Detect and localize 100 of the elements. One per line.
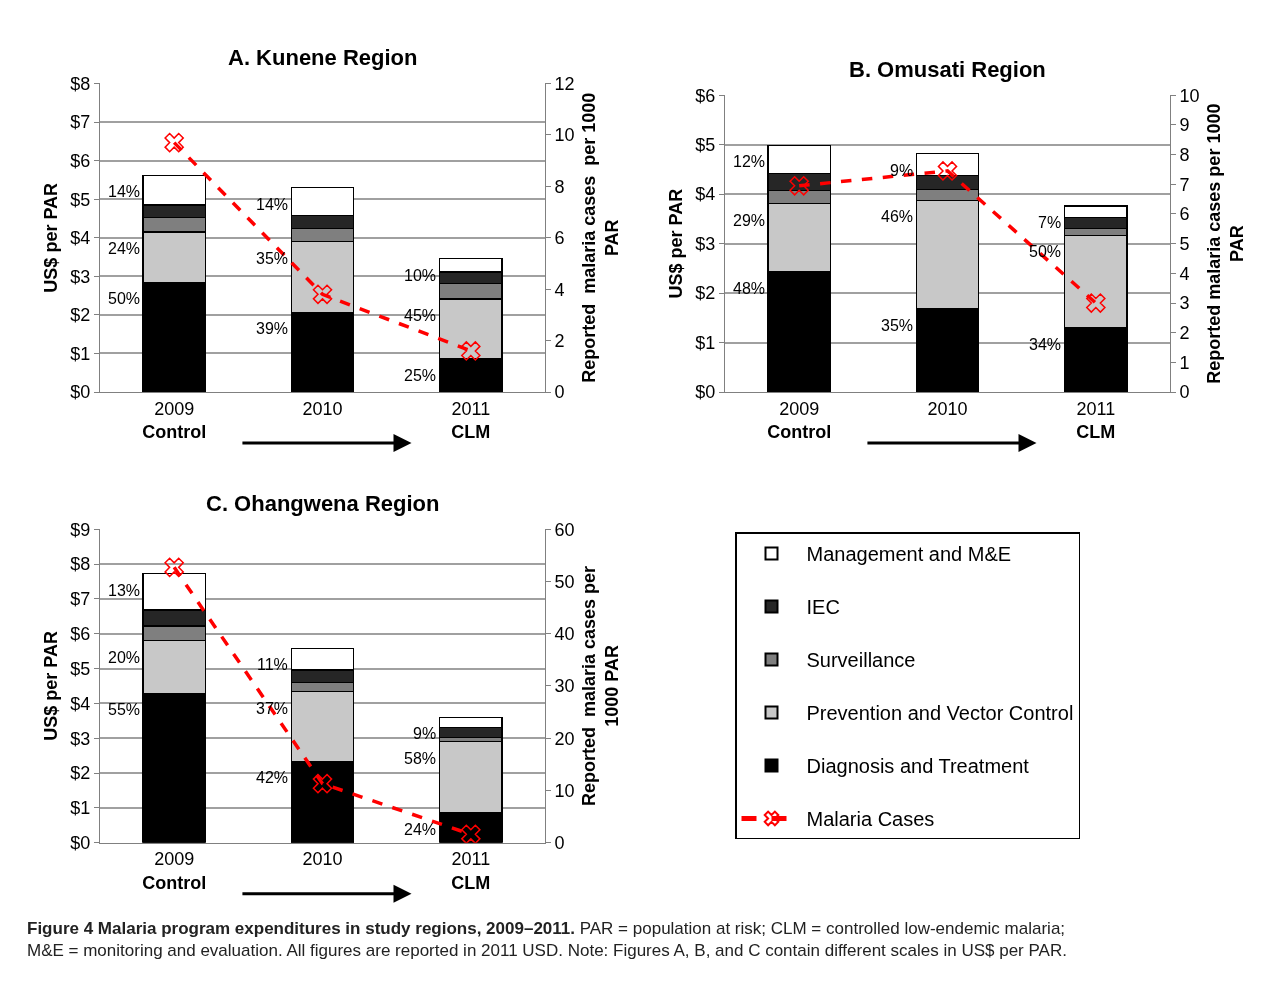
annotation: 45%	[404, 307, 437, 324]
y-axis-title: US$ per PAR	[40, 182, 61, 293]
y2-tick-label: 0	[1179, 382, 1190, 403]
x-tick-label: 2009 Control	[142, 398, 207, 443]
annotation: 14%	[256, 196, 289, 213]
annotation: 14%	[108, 183, 141, 200]
y-tick-label: $6	[70, 150, 91, 171]
annotation: 58%	[404, 750, 437, 767]
annotation: 42%	[256, 769, 289, 786]
legend-label: Malaria Cases	[806, 808, 935, 831]
annotation: 13%	[108, 582, 141, 599]
y-tick-label: $2	[695, 283, 716, 304]
y2-tick-label: 7	[1179, 174, 1190, 195]
x-tick-label: 2011 CLM	[1076, 398, 1116, 443]
y2-tick-label: 10	[1179, 85, 1200, 106]
y2-tick-label: 10	[554, 125, 575, 146]
y2-tick-label: 0	[554, 832, 565, 853]
y2-tick-label: 9	[1179, 115, 1190, 136]
y-axis-title: US$ per PAR	[665, 188, 686, 299]
point	[312, 284, 333, 305]
y2-tick-label: 5	[1179, 233, 1190, 254]
y-tick-label: $3	[70, 266, 91, 287]
y-tick-label: $1	[70, 343, 91, 364]
annotation: 35%	[881, 317, 914, 334]
point	[164, 557, 184, 578]
annotation: 46%	[881, 208, 914, 225]
y-tick-label: $4	[695, 184, 716, 205]
y2-tick-label: 2	[554, 330, 565, 351]
y-tick-label: $7	[70, 589, 91, 610]
y2-axis-title: Reported malaria cases per 1000 PAR	[578, 92, 623, 383]
y2-tick-label: 2	[1179, 322, 1190, 343]
y-tick-label: $6	[70, 624, 91, 644]
y2-tick-label: 10	[554, 780, 575, 801]
annotation: 9%	[890, 162, 914, 179]
annotation: 10%	[404, 267, 437, 284]
x-tick-label: 2009 Control	[142, 849, 207, 893]
y-tick-label: $5	[695, 135, 716, 155]
x-tick-label: 2009 Control	[767, 398, 832, 443]
annotation: 7%	[1038, 214, 1062, 231]
point	[1086, 293, 1106, 313]
chart-title: C. Ohangwena Region	[206, 491, 440, 516]
annotation: 39%	[256, 320, 289, 337]
annotation: 24%	[404, 821, 437, 838]
y-tick-label: $3	[70, 728, 91, 749]
x-tick-label: 2011 CLM	[451, 849, 491, 893]
annotation: 20%	[108, 649, 141, 666]
y-tick-label: $1	[695, 332, 716, 353]
y2-tick-label: 30	[554, 676, 575, 697]
point	[789, 175, 809, 196]
y2-tick-label: 4	[554, 279, 565, 300]
annotation: 24%	[108, 240, 141, 257]
annotation: 50%	[1029, 243, 1062, 260]
x-tick-label: 2010	[302, 398, 343, 419]
y-axis-title: US$ per PAR	[40, 631, 61, 741]
annotation: 11%	[257, 656, 288, 673]
y2-tick-label: 20	[554, 728, 575, 749]
annotation: 29%	[733, 212, 766, 229]
annotation: 35%	[256, 250, 289, 267]
legend-label: Management and M&E	[806, 543, 1012, 566]
y-tick-label: $4	[70, 228, 91, 249]
annotation: 34%	[1029, 336, 1062, 353]
y-tick-label: $8	[70, 73, 91, 94]
y2-tick-label: 8	[1179, 144, 1190, 165]
point	[312, 773, 333, 794]
x-tick-label: 2010	[927, 398, 968, 419]
legend-label: Diagnosis and Treatment	[806, 755, 1030, 778]
y2-tick-label: 0	[554, 382, 565, 403]
annotation: 48%	[733, 280, 766, 297]
y-tick-label: $0	[70, 832, 91, 853]
y2-tick-label: 12	[554, 73, 575, 94]
y2-tick-label: 6	[1179, 204, 1190, 225]
annotation: 50%	[108, 290, 141, 307]
y-tick-label: $2	[70, 763, 91, 784]
y-tick-label: $3	[695, 233, 716, 254]
annotation: 25%	[404, 367, 437, 384]
point	[461, 341, 481, 361]
y2-tick-label: 40	[554, 624, 575, 644]
legend-label: Surveillance	[806, 649, 916, 672]
y-tick-label: $4	[70, 693, 91, 714]
y-tick-label: $6	[695, 85, 716, 106]
y-tick-label: $7	[70, 112, 91, 133]
x-tick-label: 2010	[302, 849, 343, 870]
y2-tick-label: 60	[554, 519, 575, 540]
point	[164, 132, 184, 153]
y2-axis-title: Reported malaria cases per 1000 PAR	[578, 565, 623, 807]
legend-label: IEC	[806, 596, 840, 619]
annotation: 55%	[108, 701, 141, 718]
y2-tick-label: 3	[1179, 293, 1190, 314]
x-tick-label: 2011 CLM	[451, 398, 491, 443]
y2-tick-label: 1	[1179, 352, 1190, 373]
annotation: 9%	[413, 725, 437, 742]
annotation: 12%	[733, 153, 766, 170]
y-tick-label: $1	[70, 798, 91, 819]
y2-tick-label: 6	[554, 228, 565, 249]
y-tick-label: $5	[70, 189, 91, 210]
y2-tick-label: 50	[554, 571, 575, 592]
y2-tick-label: 8	[554, 176, 565, 197]
legend-label: Prevention and Vector Control	[806, 702, 1074, 725]
y-tick-label: $0	[70, 382, 91, 403]
chart-title: B. Omusati Region	[849, 57, 1046, 82]
